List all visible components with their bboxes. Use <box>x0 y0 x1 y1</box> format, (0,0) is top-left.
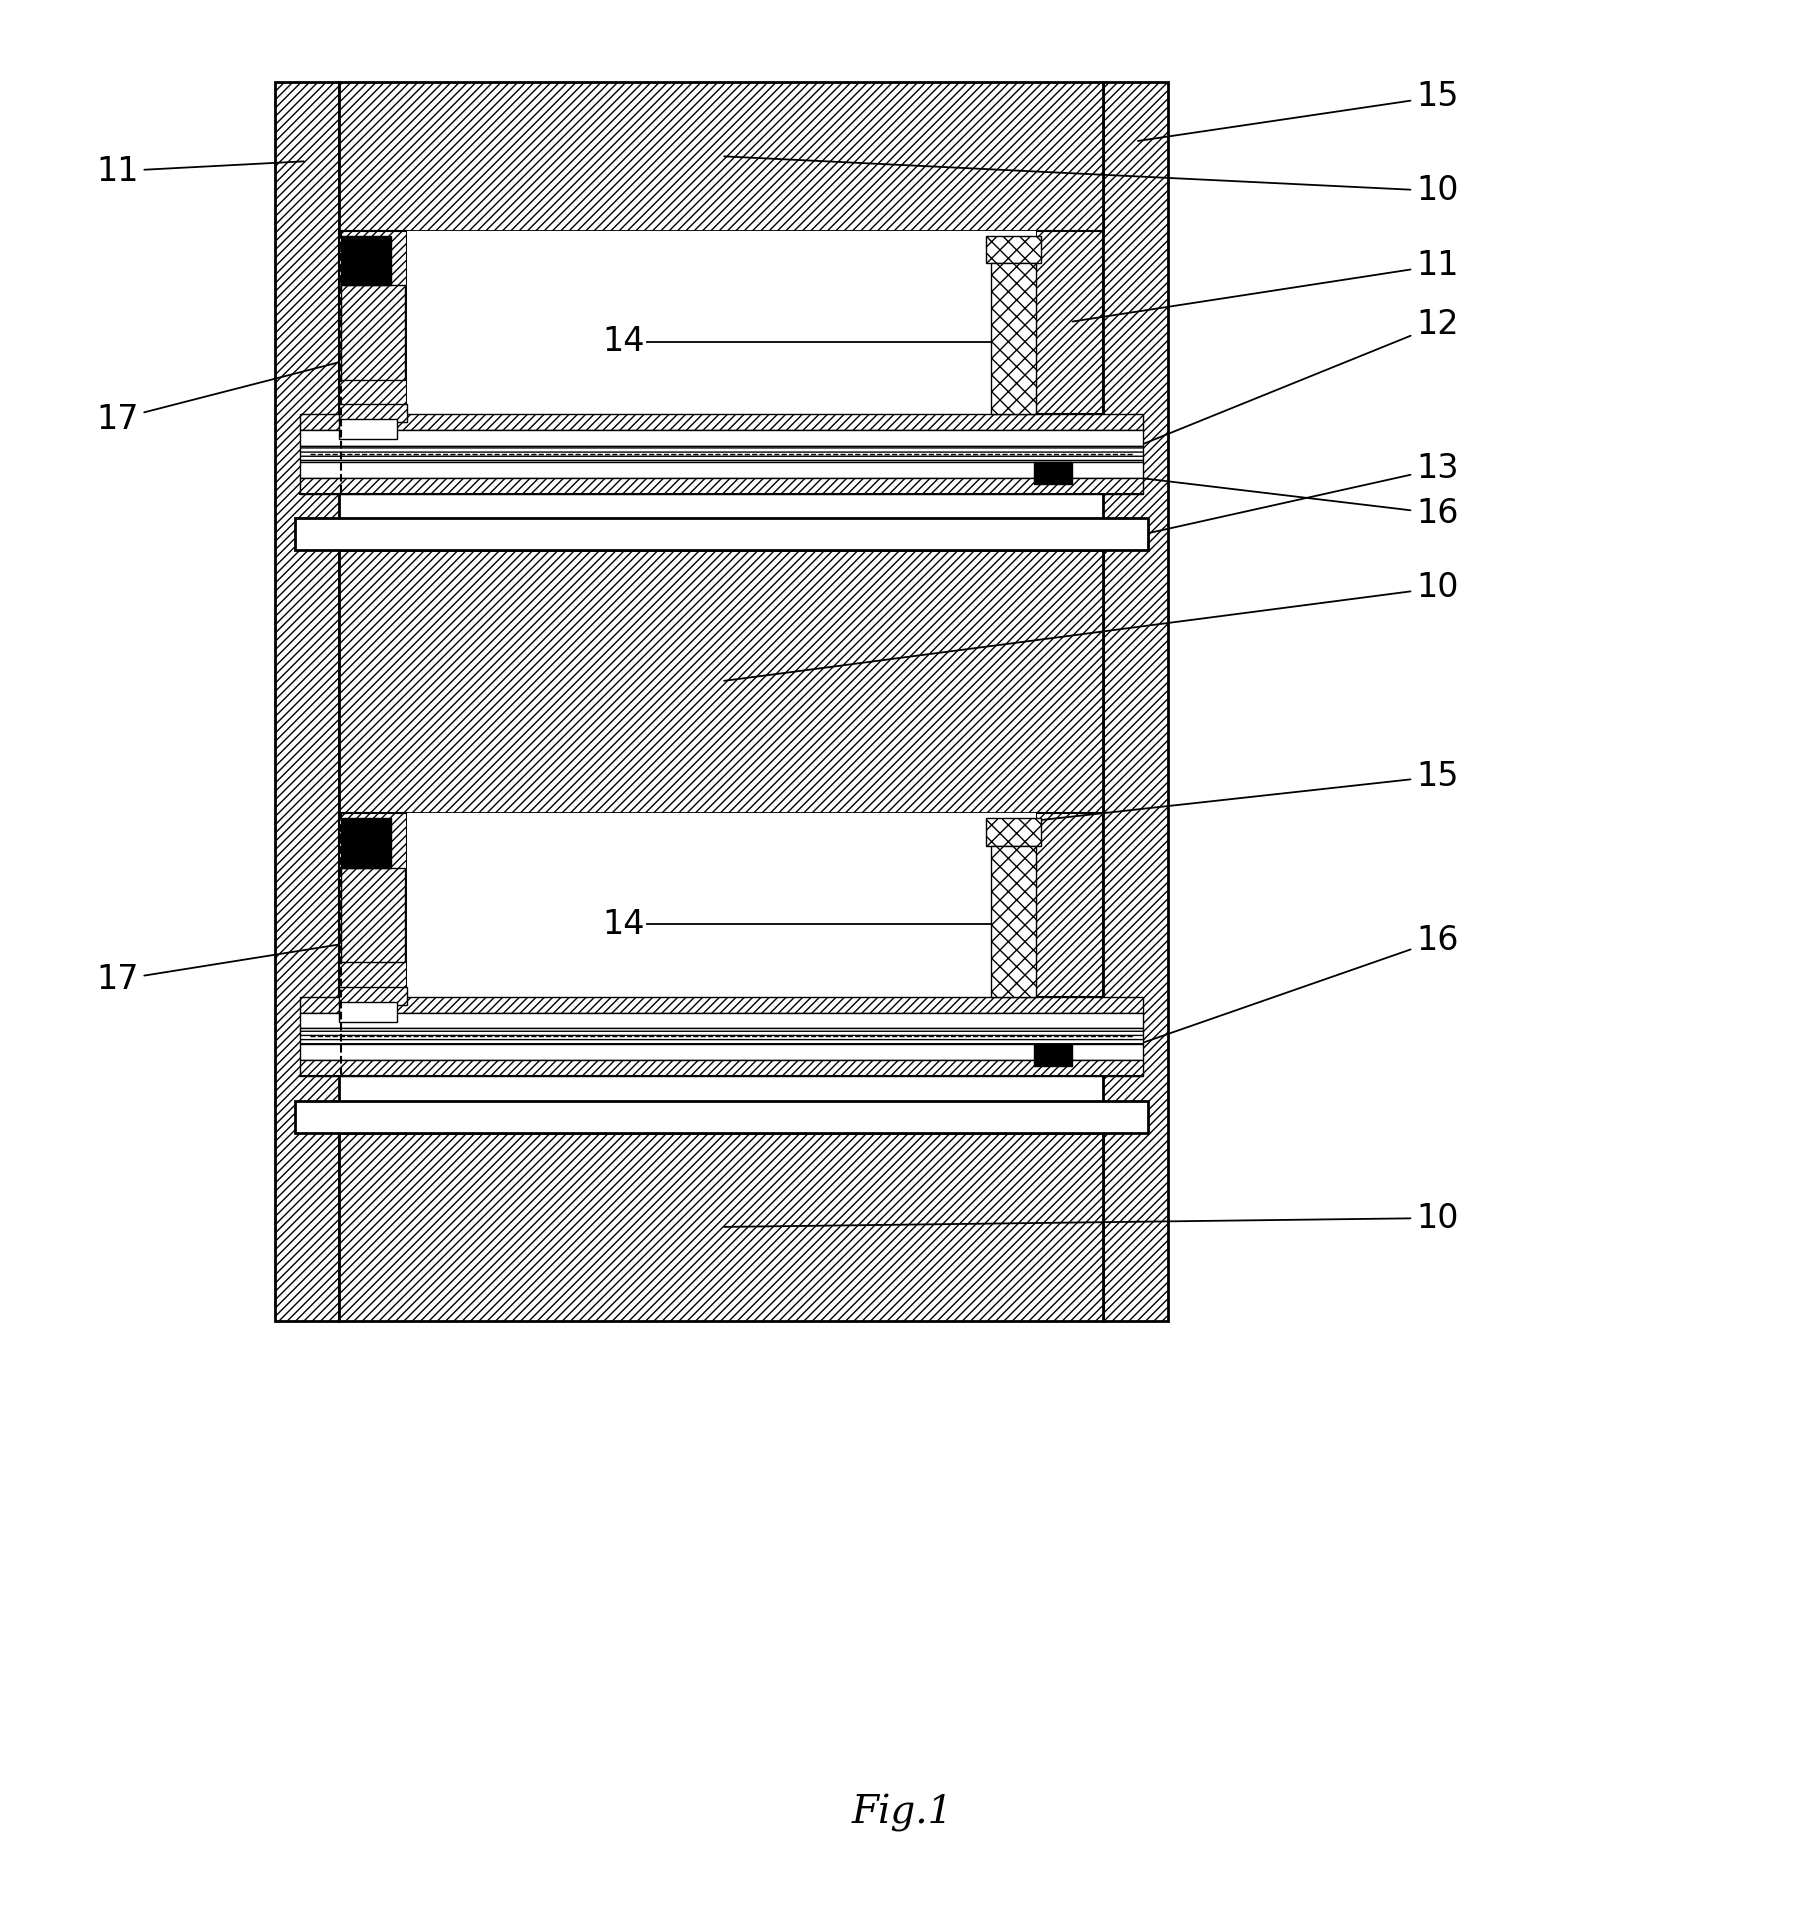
Bar <box>339 1133 1104 1321</box>
Bar <box>299 1060 1144 1077</box>
Bar <box>1104 83 1167 1321</box>
Bar <box>408 231 1035 413</box>
Bar <box>992 846 1035 996</box>
Bar <box>341 285 404 379</box>
Bar <box>299 431 1144 446</box>
Bar <box>299 413 1144 431</box>
Bar <box>274 83 339 1321</box>
Bar <box>339 419 397 438</box>
Bar <box>341 867 404 962</box>
Text: 14: 14 <box>603 325 644 358</box>
Text: 15: 15 <box>1138 81 1458 140</box>
Bar <box>299 446 1144 462</box>
Bar <box>1034 462 1072 485</box>
Bar <box>1035 813 1104 996</box>
Text: 10: 10 <box>723 156 1458 208</box>
Bar <box>987 817 1041 846</box>
Bar <box>339 1002 397 1021</box>
Bar <box>1035 231 1104 413</box>
Text: 11: 11 <box>1072 248 1458 321</box>
Bar <box>339 986 408 1004</box>
Bar <box>299 1044 1144 1060</box>
Bar <box>341 817 391 867</box>
Bar <box>339 231 408 413</box>
Bar <box>987 237 1041 263</box>
Text: 16: 16 <box>1140 923 1458 1044</box>
Text: 16: 16 <box>1140 479 1458 531</box>
Text: 11: 11 <box>96 154 303 188</box>
Bar <box>299 462 1144 477</box>
Bar <box>992 263 1035 413</box>
Bar <box>339 550 1104 813</box>
Text: Fig.1: Fig.1 <box>851 1794 953 1833</box>
Bar <box>1034 1044 1072 1065</box>
Bar <box>299 477 1144 494</box>
Bar <box>299 1013 1144 1029</box>
Text: 12: 12 <box>1140 308 1459 444</box>
Text: 14: 14 <box>603 908 644 940</box>
Bar <box>408 813 1035 996</box>
Text: 10: 10 <box>723 1202 1458 1235</box>
Bar <box>341 237 391 285</box>
Bar <box>299 996 1144 1013</box>
Text: 10: 10 <box>723 571 1458 681</box>
Text: 17: 17 <box>96 944 339 996</box>
Bar <box>294 1102 1147 1133</box>
Bar <box>339 404 408 423</box>
Bar <box>339 83 1104 231</box>
Bar <box>339 813 408 996</box>
Text: 17: 17 <box>96 362 339 437</box>
Text: 13: 13 <box>1146 452 1458 535</box>
Bar <box>294 519 1147 550</box>
Text: 15: 15 <box>1016 760 1458 823</box>
Bar <box>299 1029 1144 1044</box>
